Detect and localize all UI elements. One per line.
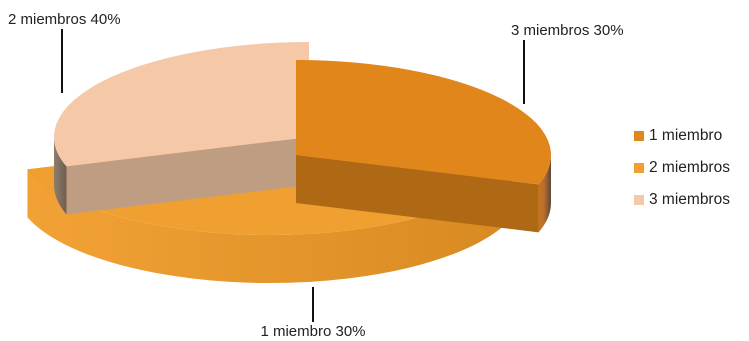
pie-slice-side [54,137,67,215]
data-label: 1 miembro 30% [260,323,365,340]
legend-item-1-miembro: 1 miembro [634,120,730,152]
legend: 1 miembro 2 miembros 3 miembros [634,120,730,216]
legend-swatch [634,131,644,141]
legend-item-3-miembros: 3 miembros [634,184,730,216]
data-label: 2 miembros 40% [8,11,121,28]
pie-slice-cut-face [66,137,309,215]
pie-slice-top [296,60,551,185]
pie-slice-1-miembro [296,60,551,233]
legend-label: 2 miembros [649,159,730,176]
legend-label: 1 miembro [649,127,723,144]
data-label: 3 miembros 30% [511,22,624,39]
legend-swatch [634,195,644,205]
legend-swatch [634,163,644,173]
legend-item-2-miembros: 2 miembros [634,152,730,184]
legend-label: 3 miembros [649,191,730,208]
pie-slice-top [53,42,309,167]
pie-slice-side [27,169,513,283]
pie-slice-cut-face [296,155,539,233]
pie-slice-side [538,155,551,233]
pie-slice-3-miembros [53,42,309,215]
